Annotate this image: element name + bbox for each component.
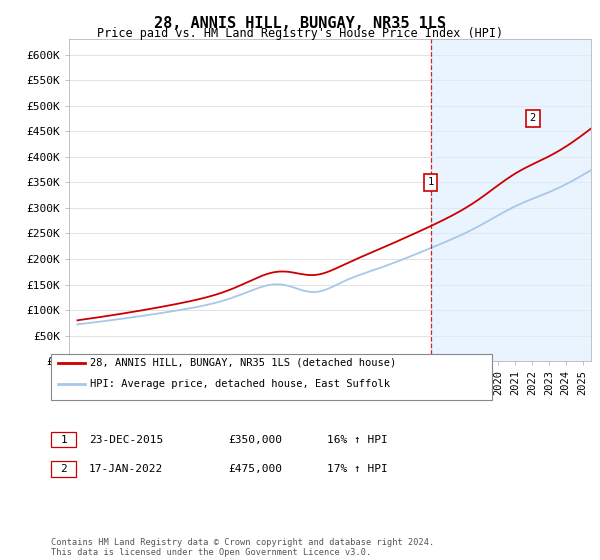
- Text: 17-JAN-2022: 17-JAN-2022: [89, 464, 163, 474]
- Text: 1: 1: [60, 435, 67, 445]
- Text: 1: 1: [427, 178, 434, 187]
- Text: Price paid vs. HM Land Registry's House Price Index (HPI): Price paid vs. HM Land Registry's House …: [97, 27, 503, 40]
- Text: HPI: Average price, detached house, East Suffolk: HPI: Average price, detached house, East…: [90, 379, 390, 389]
- Text: £475,000: £475,000: [228, 464, 282, 474]
- Text: 2: 2: [60, 464, 67, 474]
- Text: Contains HM Land Registry data © Crown copyright and database right 2024.
This d: Contains HM Land Registry data © Crown c…: [51, 538, 434, 557]
- Text: 2: 2: [530, 114, 536, 123]
- Text: 16% ↑ HPI: 16% ↑ HPI: [327, 435, 388, 445]
- Bar: [431, 39, 591, 361]
- Text: 17% ↑ HPI: 17% ↑ HPI: [327, 464, 388, 474]
- Text: £350,000: £350,000: [228, 435, 282, 445]
- Text: 28, ANNIS HILL, BUNGAY, NR35 1LS (detached house): 28, ANNIS HILL, BUNGAY, NR35 1LS (detach…: [90, 358, 396, 368]
- Text: 23-DEC-2015: 23-DEC-2015: [89, 435, 163, 445]
- Text: 28, ANNIS HILL, BUNGAY, NR35 1LS: 28, ANNIS HILL, BUNGAY, NR35 1LS: [154, 16, 446, 31]
